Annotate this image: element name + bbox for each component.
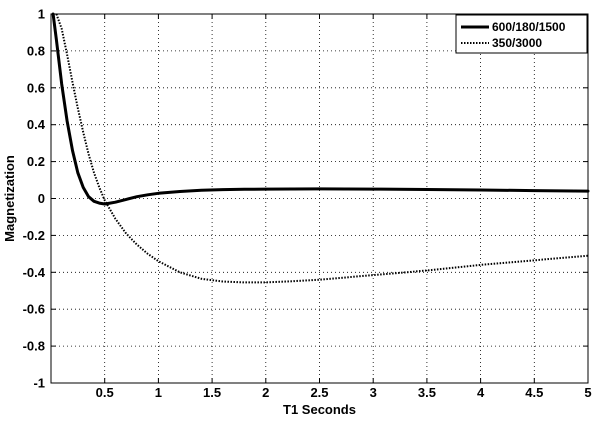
x-tick-label: 4 (477, 385, 485, 400)
x-tick-label: 4.5 (525, 385, 543, 400)
y-tick-label: 0.2 (27, 154, 45, 169)
y-tick-label: 0.8 (27, 43, 45, 58)
legend: 600/180/1500 350/3000 (455, 14, 588, 54)
y-tick-label: 0.4 (27, 117, 46, 132)
x-tick-label: 2 (262, 385, 269, 400)
series-layer (51, 12, 590, 284)
y-tick-label: -1 (33, 376, 45, 391)
grid (51, 14, 588, 383)
series-line-600-180-1500 (51, 12, 590, 206)
ticks: 0.5 1 1.5 2 2.5 3 3.5 4 4.5 5 1 0.8 0.6 0.4 0.2 0 -0.2 -0… (23, 7, 592, 401)
y-tick-label: 0.6 (27, 80, 45, 95)
y-tick-label: -0.6 (23, 302, 45, 317)
x-tick-label: 3 (370, 385, 377, 400)
legend-box (455, 14, 588, 54)
x-tick-label: 1.5 (203, 385, 221, 400)
legend-label-350-3000: 350/3000 (492, 36, 542, 50)
x-tick-label: 1 (155, 385, 162, 400)
x-axis-label: T1 Seconds (283, 402, 356, 417)
x-tick-label: 3.5 (418, 385, 436, 400)
x-tick-label: 2.5 (310, 385, 328, 400)
y-tick-label: -0.2 (23, 228, 45, 243)
x-tick-label: 5 (584, 385, 591, 400)
legend-label-600-180-1500: 600/180/1500 (492, 20, 566, 34)
y-tick-label: -0.8 (23, 339, 45, 354)
y-tick-label: 1 (38, 7, 45, 22)
y-tick-label: -0.4 (23, 265, 46, 280)
series-line-350-3000 (55, 13, 589, 284)
x-tick-label: 0.5 (96, 385, 114, 400)
y-axis-label: Magnetization (2, 155, 17, 242)
y-tick-label: 0 (38, 191, 45, 206)
